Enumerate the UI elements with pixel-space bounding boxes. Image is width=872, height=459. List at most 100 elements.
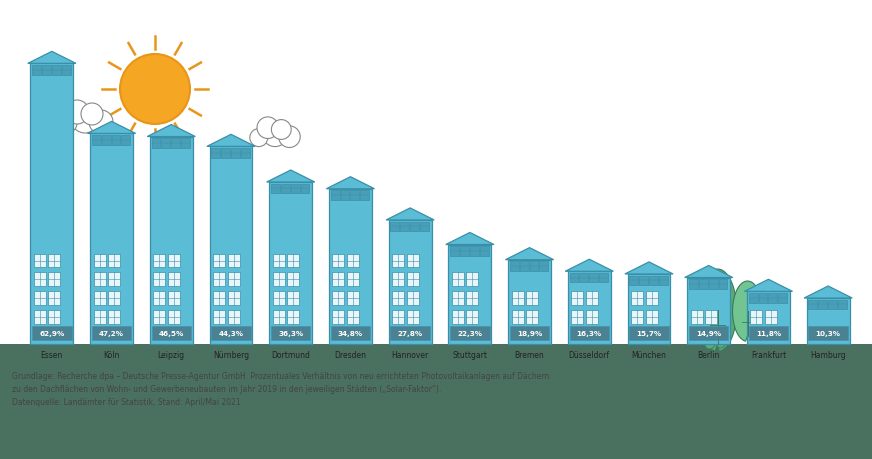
Bar bbox=[287, 273, 299, 287]
Bar bbox=[392, 310, 404, 325]
Bar bbox=[347, 273, 359, 287]
Circle shape bbox=[120, 55, 190, 125]
Bar bbox=[467, 273, 479, 287]
Bar bbox=[153, 310, 166, 325]
Circle shape bbox=[71, 106, 99, 134]
Bar bbox=[512, 291, 523, 306]
Bar bbox=[818, 300, 828, 309]
Text: 34,8%: 34,8% bbox=[337, 330, 363, 336]
Text: München: München bbox=[631, 350, 666, 359]
Bar bbox=[705, 310, 718, 325]
Bar bbox=[167, 310, 180, 325]
Bar bbox=[467, 310, 479, 325]
Circle shape bbox=[89, 111, 113, 134]
Circle shape bbox=[262, 122, 288, 147]
Bar bbox=[406, 273, 419, 287]
Bar bbox=[287, 310, 299, 325]
Text: zu den Dachflächen von Wohn- und Gewerbeneubauten im Jahr 2019 in den jeweiligen: zu den Dachflächen von Wohn- und Gewerbe… bbox=[12, 384, 441, 393]
Bar bbox=[211, 326, 251, 340]
Bar bbox=[341, 191, 350, 201]
Bar bbox=[171, 139, 181, 148]
Text: Leipzig: Leipzig bbox=[158, 350, 185, 359]
Bar bbox=[92, 326, 132, 340]
Bar bbox=[90, 134, 133, 344]
Bar bbox=[631, 310, 643, 325]
Text: Berlin: Berlin bbox=[698, 350, 720, 359]
Text: 47,2%: 47,2% bbox=[99, 330, 124, 336]
Text: Hamburg: Hamburg bbox=[810, 350, 846, 359]
Bar bbox=[228, 273, 240, 287]
Bar bbox=[211, 149, 220, 158]
Bar bbox=[392, 291, 404, 306]
Polygon shape bbox=[625, 263, 673, 274]
Bar bbox=[765, 310, 777, 325]
Bar bbox=[410, 222, 419, 232]
Bar bbox=[452, 291, 464, 306]
Bar bbox=[49, 291, 60, 306]
Bar bbox=[691, 310, 703, 325]
Circle shape bbox=[705, 339, 715, 349]
Bar bbox=[360, 191, 369, 201]
Bar bbox=[568, 272, 610, 344]
Bar bbox=[520, 262, 528, 271]
Bar bbox=[34, 273, 46, 287]
Polygon shape bbox=[386, 208, 434, 220]
Bar bbox=[749, 293, 758, 303]
Bar bbox=[0, 0, 872, 344]
Bar bbox=[526, 291, 538, 306]
Text: 36,3%: 36,3% bbox=[278, 330, 303, 336]
Bar bbox=[480, 246, 488, 256]
Circle shape bbox=[278, 127, 300, 148]
Bar bbox=[450, 246, 459, 256]
Polygon shape bbox=[326, 177, 374, 189]
Text: Hannover: Hannover bbox=[392, 350, 429, 359]
Polygon shape bbox=[804, 286, 852, 298]
Bar bbox=[0, 344, 872, 459]
Bar bbox=[271, 185, 280, 194]
Bar bbox=[290, 185, 300, 194]
Bar bbox=[330, 326, 371, 340]
Bar bbox=[759, 293, 767, 303]
Text: Dortmund: Dortmund bbox=[271, 350, 310, 359]
Circle shape bbox=[717, 340, 725, 348]
Polygon shape bbox=[698, 269, 737, 352]
Bar bbox=[689, 326, 728, 340]
Bar bbox=[448, 245, 491, 344]
Bar bbox=[153, 254, 166, 268]
Bar bbox=[34, 310, 46, 325]
Bar bbox=[49, 310, 60, 325]
Circle shape bbox=[257, 118, 278, 139]
Bar bbox=[392, 254, 404, 268]
Bar bbox=[639, 276, 648, 285]
Bar bbox=[167, 254, 180, 268]
Bar bbox=[807, 298, 849, 344]
Bar bbox=[213, 273, 225, 287]
Bar bbox=[93, 273, 106, 287]
Bar bbox=[392, 273, 404, 287]
Bar bbox=[34, 291, 46, 306]
Bar bbox=[228, 291, 240, 306]
Polygon shape bbox=[446, 233, 494, 245]
Bar bbox=[510, 326, 549, 340]
Bar bbox=[93, 310, 106, 325]
Bar bbox=[329, 189, 372, 344]
Bar bbox=[269, 183, 312, 344]
Bar bbox=[389, 220, 432, 344]
Bar bbox=[241, 149, 249, 158]
Text: 18,9%: 18,9% bbox=[517, 330, 542, 336]
Bar bbox=[213, 291, 225, 306]
Bar bbox=[34, 254, 46, 268]
Bar bbox=[213, 254, 225, 268]
Bar bbox=[649, 276, 657, 285]
Text: Bremen: Bremen bbox=[514, 350, 544, 359]
Bar bbox=[391, 326, 430, 340]
Bar bbox=[281, 185, 290, 194]
Bar bbox=[749, 326, 788, 340]
Bar bbox=[273, 254, 284, 268]
Circle shape bbox=[249, 129, 268, 147]
Bar bbox=[49, 254, 60, 268]
Text: Essen: Essen bbox=[41, 350, 63, 359]
Bar bbox=[108, 310, 120, 325]
Text: Dresden: Dresden bbox=[335, 350, 366, 359]
Text: 11,8%: 11,8% bbox=[756, 330, 781, 336]
